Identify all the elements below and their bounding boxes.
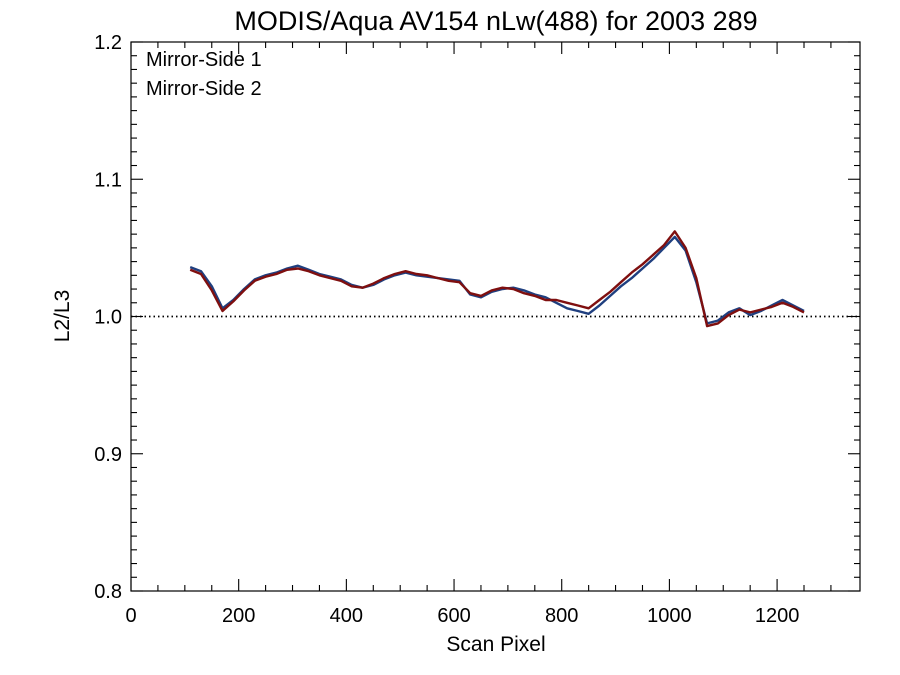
legend-entry-mirror-side-2: Mirror-Side 2 [146,78,262,100]
series-layer [189,230,805,328]
x-tick-label: 800 [545,605,578,627]
y-tick-label: 0.8 [94,581,122,603]
x-tick-label: 200 [222,605,255,627]
legend: Mirror-Side 1 Mirror-Side 2 [146,49,262,100]
y-tick-label: 1.2 [94,32,122,54]
x-axis-label: Scan Pixel [446,633,545,656]
chart-title: MODIS/Aqua AV154 nLw(488) for 2003 289 [234,6,757,36]
series-line-1 [189,235,805,325]
y-tick-label: 1.0 [94,307,122,329]
y-axis-label: L2/L3 [51,290,74,343]
x-tick-label: 0 [125,605,136,627]
x-tick-labels: 0 200 400 600 800 1000 1200 [125,605,799,627]
x-tick-label: 1200 [755,605,800,627]
x-tick-label: 600 [437,605,470,627]
axis-ticks [130,41,860,592]
series-line-2 [189,230,805,328]
y-tick-labels: 0.8 0.9 1.0 1.1 1.2 [94,32,122,603]
y-tick-label: 0.9 [94,444,122,466]
x-tick-label: 1000 [647,605,692,627]
legend-entry-mirror-side-1: Mirror-Side 1 [146,49,262,71]
y-tick-label: 1.1 [94,169,122,191]
x-tick-label: 400 [330,605,363,627]
